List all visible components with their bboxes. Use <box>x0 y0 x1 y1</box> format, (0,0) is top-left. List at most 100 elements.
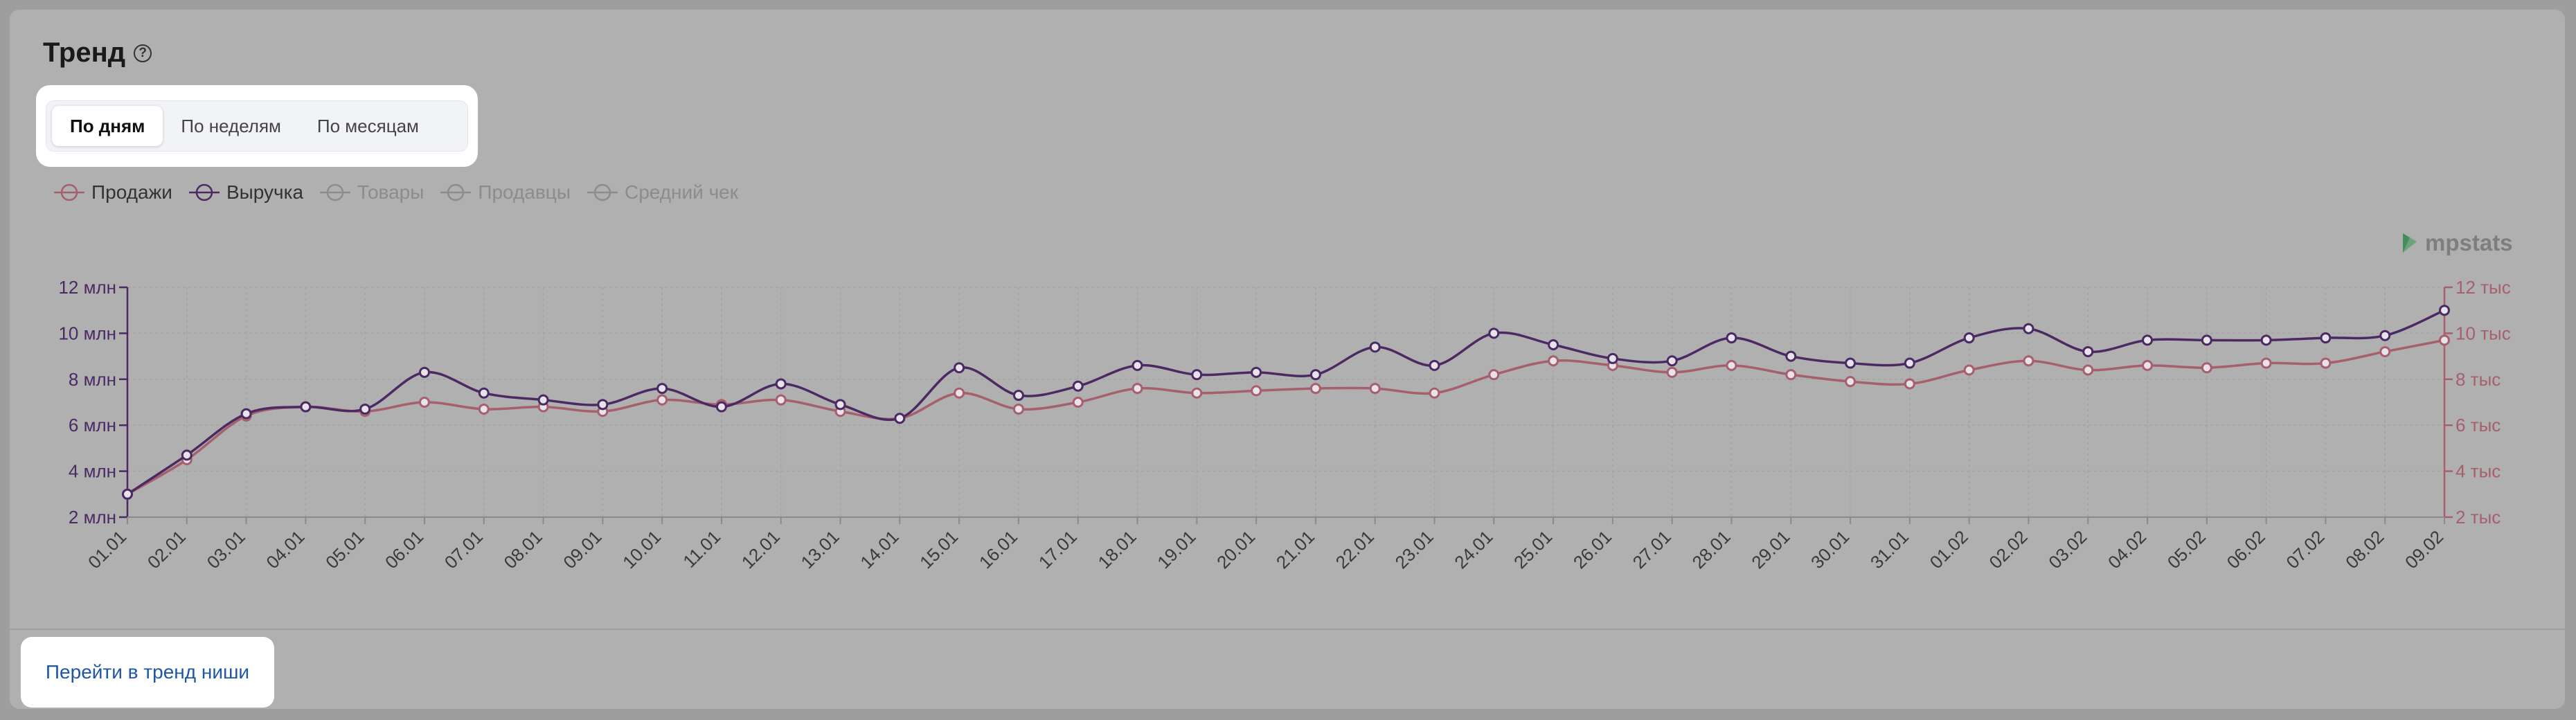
tab-by-weeks[interactable]: По неделям <box>181 115 281 136</box>
x-tick-label: 27.01 <box>1629 526 1675 573</box>
data-point-revenue <box>1963 332 1975 344</box>
x-tick-label: 01.02 <box>1926 526 1972 573</box>
data-point-revenue <box>418 366 430 378</box>
legend-label-revenue: Выручка <box>226 181 304 203</box>
legend-label-sales: Продажи <box>91 181 172 203</box>
data-point-revenue <box>834 399 846 411</box>
y-left-tick-label: 4 млн <box>69 461 116 482</box>
data-point-revenue <box>1251 366 1262 378</box>
data-point-sales <box>1488 369 1500 381</box>
data-point-sales <box>2379 345 2391 357</box>
x-tick-label: 03.02 <box>2044 526 2091 573</box>
data-point-revenue <box>1072 380 1084 392</box>
x-tick-label: 10.01 <box>618 526 665 573</box>
x-tick-label: 04.01 <box>262 526 308 573</box>
legend-marker-average-check <box>587 183 618 201</box>
x-tick-label: 09.02 <box>2401 526 2447 573</box>
data-point-revenue <box>2320 332 2332 344</box>
data-point-revenue <box>1666 355 1678 367</box>
legend-item-products[interactable]: Товары <box>319 181 424 204</box>
data-point-sales <box>1904 378 1915 390</box>
data-point-revenue <box>1488 327 1500 339</box>
x-tick-label: 07.02 <box>2282 526 2328 573</box>
x-tick-label: 30.01 <box>1807 526 1853 573</box>
x-tick-label: 16.01 <box>975 526 1021 573</box>
data-point-sales <box>1963 364 1975 376</box>
y-right-tick-label: 8 тыс <box>2456 369 2501 390</box>
legend-item-average-check[interactable]: Средний чек <box>586 181 738 204</box>
footer-link-panel: Перейти в тренд ниши <box>21 637 274 708</box>
data-point-sales <box>1666 366 1678 378</box>
x-tick-label: 08.01 <box>500 526 546 573</box>
data-point-revenue <box>1548 339 1559 350</box>
x-tick-label: 22.01 <box>1332 526 1378 573</box>
x-tick-label: 02.02 <box>1985 526 2031 573</box>
data-point-revenue <box>1607 352 1618 364</box>
data-point-sales <box>1726 359 1737 371</box>
legend-label-products: Товары <box>357 181 424 203</box>
data-point-revenue <box>894 413 906 424</box>
data-point-revenue <box>775 378 787 390</box>
data-point-sales <box>2201 362 2212 374</box>
data-point-sales <box>1785 369 1797 381</box>
x-tick-label: 14.01 <box>856 526 902 573</box>
series-line-sales <box>127 339 2445 496</box>
x-tick-label: 31.01 <box>1866 526 1913 573</box>
x-tick-label: 02.01 <box>143 526 190 573</box>
period-tabs: По дням По неделям По месяцам <box>46 100 468 152</box>
data-point-sales <box>418 397 430 408</box>
tab-by-months[interactable]: По месяцам <box>316 115 419 136</box>
legend-item-sales[interactable]: Продажи <box>53 181 172 204</box>
data-point-sales <box>656 394 668 406</box>
data-point-sales <box>1369 383 1381 395</box>
data-point-sales <box>1251 385 1262 397</box>
series-line-revenue <box>127 309 2445 496</box>
y-right-tick-label: 6 тыс <box>2456 415 2501 435</box>
data-point-revenue <box>1726 332 1737 344</box>
data-point-revenue <box>240 408 252 420</box>
data-point-revenue <box>2201 334 2212 346</box>
help-icon[interactable]: ? <box>134 44 152 62</box>
data-point-revenue <box>1845 357 1857 369</box>
tab-by-days[interactable]: По дням <box>52 106 163 146</box>
legend-item-sellers[interactable]: Продавцы <box>439 181 571 204</box>
x-tick-label: 01.01 <box>84 526 130 573</box>
x-tick-label: 19.01 <box>1153 526 1199 573</box>
x-tick-label: 05.01 <box>321 526 368 573</box>
legend-marker-sales <box>54 183 84 201</box>
x-tick-label: 05.02 <box>2163 526 2210 573</box>
data-point-revenue <box>2023 323 2034 334</box>
x-tick-label: 28.01 <box>1688 526 1734 573</box>
legend-marker-revenue <box>188 183 220 201</box>
x-tick-label: 13.01 <box>797 526 843 573</box>
page-title: Тренд <box>43 37 126 68</box>
mpstats-logo: mpstats <box>2400 230 2513 256</box>
y-right-tick-label: 10 тыс <box>2456 323 2511 343</box>
data-point-revenue <box>1785 350 1797 362</box>
data-point-sales <box>478 403 490 415</box>
x-tick-label: 18.01 <box>1094 526 1141 573</box>
data-point-sales <box>1072 397 1084 408</box>
go-to-niche-trend-link[interactable]: Перейти в тренд ниши <box>45 661 250 683</box>
data-point-revenue <box>1429 359 1440 371</box>
data-point-revenue <box>1904 357 1915 369</box>
legend-item-revenue[interactable]: Выручка <box>188 181 303 204</box>
y-right-tick-label: 12 тыс <box>2456 277 2511 298</box>
mpstats-logo-icon <box>2403 233 2417 253</box>
data-point-sales <box>1132 383 1143 395</box>
x-tick-label: 11.01 <box>679 526 724 572</box>
data-point-revenue <box>478 387 490 399</box>
x-tick-label: 26.01 <box>1569 526 1616 573</box>
y-left-tick-label: 10 млн <box>58 323 116 343</box>
data-point-sales <box>2260 357 2272 369</box>
data-point-revenue <box>2439 305 2450 316</box>
chart-grid <box>127 287 2445 518</box>
legend-label-average-check: Средний чек <box>624 181 738 203</box>
x-tick-label: 12.01 <box>737 526 784 573</box>
x-tick-label: 04.02 <box>2104 526 2150 573</box>
x-tick-label: 09.01 <box>559 526 605 573</box>
data-point-sales <box>2082 364 2094 376</box>
chart-legend: Продажи Выручка Товары Продавцы Средний … <box>53 181 753 204</box>
chart-axes: 2 млн 4 млн 6 млн 8 млн 10 млн 12 млн 2 тыс 4 т… <box>58 277 2510 573</box>
